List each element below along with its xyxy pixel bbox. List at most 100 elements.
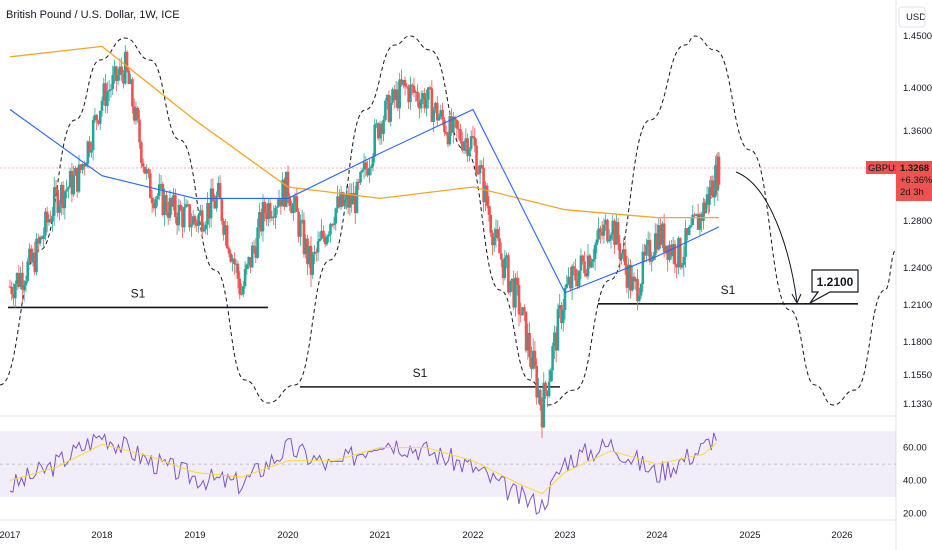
candle-body [487, 205, 491, 215]
candle-body [14, 284, 17, 299]
price-tick-label: 1.2100 [903, 300, 932, 311]
candle-body [503, 257, 507, 279]
candle-body [412, 86, 416, 93]
time-tick-label: 2020 [277, 530, 298, 541]
candle-body [606, 219, 609, 242]
rsi-axis[interactable]: 60.00 40.00 20.00 [903, 443, 927, 520]
candle-body [695, 214, 698, 216]
candle-body [574, 268, 577, 281]
candle-body [297, 211, 300, 237]
candle-body [622, 249, 625, 255]
candle-body [641, 251, 645, 285]
candle-body [286, 171, 290, 197]
candle-body [655, 233, 659, 250]
candle-body [60, 185, 63, 205]
candle-body [163, 195, 166, 216]
candle-body [643, 251, 646, 256]
candle-body [343, 199, 346, 206]
candle-body [77, 164, 81, 192]
candle-body [233, 258, 236, 264]
candle-body [40, 236, 44, 240]
price-axis[interactable]: 1.4500 1.4000 1.3600 1.2800 1.2400 1.2100 1.18… [898, 6, 932, 410]
candle-body [615, 222, 618, 245]
candle-body [309, 245, 313, 275]
candle-body [581, 255, 584, 262]
candle-body [625, 265, 629, 288]
candle-body [443, 119, 446, 133]
candle-body [127, 70, 131, 84]
price-tick-label: 1.1800 [903, 337, 932, 348]
candle-body [148, 173, 152, 199]
candle-body [188, 204, 191, 228]
candle-body [551, 346, 554, 371]
candle-body [161, 184, 165, 216]
candle-body [61, 185, 65, 209]
candle-body [394, 89, 398, 101]
candle-body [24, 280, 28, 286]
candle-body [315, 251, 318, 253]
candle-body [485, 185, 489, 206]
candle-body [620, 254, 623, 259]
candle-body [307, 245, 311, 265]
candle-body [136, 107, 140, 120]
candle-body [147, 169, 150, 174]
candle-body [670, 244, 673, 257]
candle-body [650, 260, 653, 262]
callout-box [809, 269, 859, 304]
candle-body [375, 123, 378, 125]
candle-body [283, 179, 286, 207]
grid [0, 0, 897, 550]
candle-body [572, 266, 576, 269]
ma-blue-line [9, 108, 720, 294]
candle-body [166, 212, 170, 218]
candle-body [247, 257, 250, 265]
candle-body [184, 204, 188, 208]
candle-body [607, 239, 611, 242]
candle-body [704, 203, 708, 214]
candle-body [425, 99, 428, 109]
candle-body [106, 91, 109, 107]
projection-arrow-head [791, 293, 802, 305]
candle-body [352, 193, 355, 205]
candle-body [229, 253, 233, 262]
candle-body [403, 80, 407, 87]
candle-body [464, 138, 468, 143]
candle-body [593, 244, 597, 260]
candle-body [75, 167, 79, 192]
candle-body [322, 230, 325, 238]
candle-body [629, 264, 632, 291]
candle-body [120, 66, 123, 74]
candle-body [540, 405, 544, 428]
candle-body [494, 229, 498, 238]
candle-body [182, 207, 186, 228]
candle-body [446, 133, 450, 145]
candle-body [216, 183, 220, 196]
candle-body [664, 245, 668, 253]
candle-body [138, 119, 141, 143]
candle-body [292, 203, 295, 214]
time-tick-label: 2024 [646, 530, 667, 541]
candle-body [224, 225, 227, 235]
candle-body [81, 163, 84, 170]
candle-body [111, 75, 115, 90]
candle-body [717, 156, 721, 185]
candle-body [98, 110, 102, 124]
candle-body [400, 79, 403, 85]
candle-body [316, 241, 320, 253]
candle-body [17, 273, 21, 287]
rsi-band [0, 431, 896, 497]
candle-body [523, 307, 526, 312]
candle-body [38, 236, 42, 244]
time-axis[interactable]: 2017 2018 2019 2020 2021 2022 2023 2024 2025 2026 [0, 530, 853, 541]
candle-body [673, 244, 677, 265]
candle-body [405, 86, 409, 88]
candle-body [507, 255, 510, 293]
candle-body [68, 170, 72, 188]
candle-body [687, 227, 691, 235]
rsi-tick-label: 20.00 [903, 508, 927, 519]
candle-body [202, 229, 206, 232]
candle-body [26, 261, 29, 281]
candle-body [97, 120, 100, 124]
candle-body [274, 207, 277, 218]
